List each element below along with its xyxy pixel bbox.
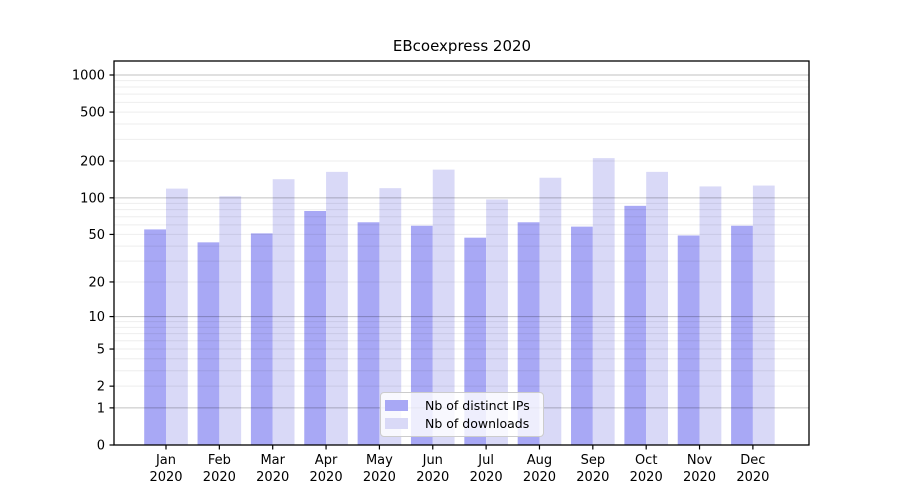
y-tick-label: 0 — [97, 439, 105, 454]
legend-item: Nb of downloads — [385, 416, 537, 431]
x-tick-label-year: 2020 — [683, 470, 716, 485]
legend-item: Nb of distinct IPs — [385, 398, 537, 413]
bar-distinct-ips-sep — [571, 226, 593, 445]
x-tick-label-month: Dec — [740, 453, 765, 468]
bar-downloads-feb — [219, 196, 242, 445]
chart-title: EBcoexpress 2020 — [392, 37, 532, 55]
bar-distinct-ips-jan — [144, 229, 166, 445]
x-tick-label-month: Jul — [477, 453, 494, 468]
y-tick-label: 50 — [88, 228, 105, 243]
x-tick-label-month: Jun — [422, 453, 443, 468]
x-tick-label-month: Oct — [635, 453, 657, 468]
legend: Nb of distinct IPs Nb of downloads — [380, 392, 544, 437]
bar-downloads-may — [379, 188, 402, 445]
x-tick-label-year: 2020 — [523, 470, 556, 485]
bar-downloads-aug — [539, 177, 562, 446]
bar-distinct-ips-jun — [410, 225, 433, 445]
y-tick-label: 5 — [97, 343, 105, 358]
y-tick-label: 10 — [88, 310, 105, 325]
legend-swatch-distinct-ips — [385, 400, 408, 411]
bar-downloads-mar — [272, 179, 295, 445]
legend-swatch-downloads — [385, 418, 408, 429]
y-tick-label: 2 — [97, 380, 105, 395]
x-tick-label-year: 2020 — [256, 470, 289, 485]
x-tick-label-month: Jan — [155, 453, 176, 468]
x-tick-label-month: May — [366, 453, 393, 468]
bar-downloads-jan — [166, 188, 188, 445]
x-tick-label-month: Mar — [260, 453, 285, 468]
x-tick-label-year: 2020 — [203, 470, 236, 485]
x-tick-label-year: 2020 — [363, 470, 396, 485]
x-tick-label-year: 2020 — [576, 470, 609, 485]
bar-distinct-ips-aug — [517, 222, 540, 445]
x-tick-label-month: Nov — [687, 453, 713, 468]
x-tick-label-year: 2020 — [149, 470, 182, 485]
bar-distinct-ips-dec — [731, 225, 753, 445]
bar-distinct-ips-feb — [197, 242, 220, 445]
bar-downloads-jun — [432, 169, 455, 445]
bar-downloads-dec — [752, 185, 775, 445]
x-tick-label-month: Apr — [315, 453, 338, 468]
bar-downloads-sep — [592, 158, 615, 445]
bar-downloads-nov — [699, 186, 722, 446]
y-tick-label: 20 — [88, 275, 105, 290]
bar-downloads-oct — [646, 171, 668, 445]
y-tick-label: 1 — [97, 401, 105, 416]
y-tick-label: 200 — [80, 154, 105, 169]
bar-downloads-apr — [326, 171, 348, 445]
x-tick-label-month: Feb — [208, 453, 231, 468]
axis-frame — [113, 60, 810, 446]
x-tick-label-month: Aug — [527, 453, 552, 468]
x-tick-label-month: Sep — [581, 453, 606, 468]
bar-distinct-ips-mar — [250, 233, 273, 445]
y-tick-label: 1000 — [72, 69, 105, 84]
x-tick-label-year: 2020 — [470, 470, 503, 485]
bar-distinct-ips-oct — [624, 205, 647, 445]
legend-label: Nb of downloads — [425, 416, 530, 431]
x-tick-label-year: 2020 — [736, 470, 769, 485]
x-tick-label-year: 2020 — [416, 470, 449, 485]
x-tick-label-year: 2020 — [310, 470, 343, 485]
legend-label: Nb of distinct IPs — [425, 398, 530, 413]
y-tick-label: 500 — [80, 106, 105, 121]
x-tick-label-year: 2020 — [630, 470, 663, 485]
bar-distinct-ips-may — [357, 222, 380, 445]
y-tick-label: 100 — [80, 191, 105, 206]
bar-distinct-ips-apr — [304, 210, 327, 445]
bar-downloads-jul — [486, 199, 508, 445]
bar-distinct-ips-nov — [677, 235, 700, 445]
